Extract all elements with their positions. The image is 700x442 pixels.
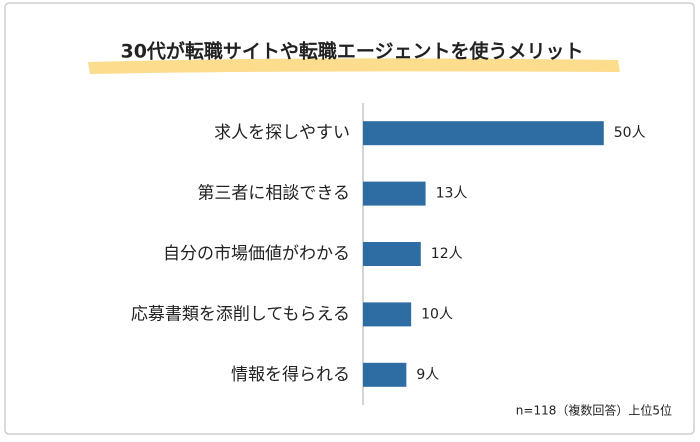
- bar: [363, 302, 412, 327]
- category-label: 第三者に相談できる: [197, 184, 350, 204]
- value-label: 50人: [614, 125, 646, 141]
- value-label: 12人: [431, 246, 463, 262]
- category-label: 情報を得られる: [231, 365, 350, 385]
- bar: [363, 362, 407, 387]
- category-label: 応募書類を添削してもらえる: [131, 304, 350, 324]
- value-label: 13人: [436, 186, 468, 202]
- annotation: n=118（複数回答）上位5位: [516, 403, 672, 418]
- title-highlight: [88, 58, 620, 74]
- chart-title: 30代が転職サイトや転職エージェントを使うメリット: [120, 40, 583, 63]
- category-label: 求人を探しやすい: [214, 123, 350, 143]
- value-label: 9人: [416, 367, 439, 383]
- frame: [4, 2, 695, 435]
- bar: [363, 121, 604, 146]
- bar: [363, 181, 426, 206]
- value-label: 10人: [421, 306, 453, 322]
- bar: [363, 242, 421, 266]
- category-label: 自分の市場価値がわかる: [163, 244, 350, 264]
